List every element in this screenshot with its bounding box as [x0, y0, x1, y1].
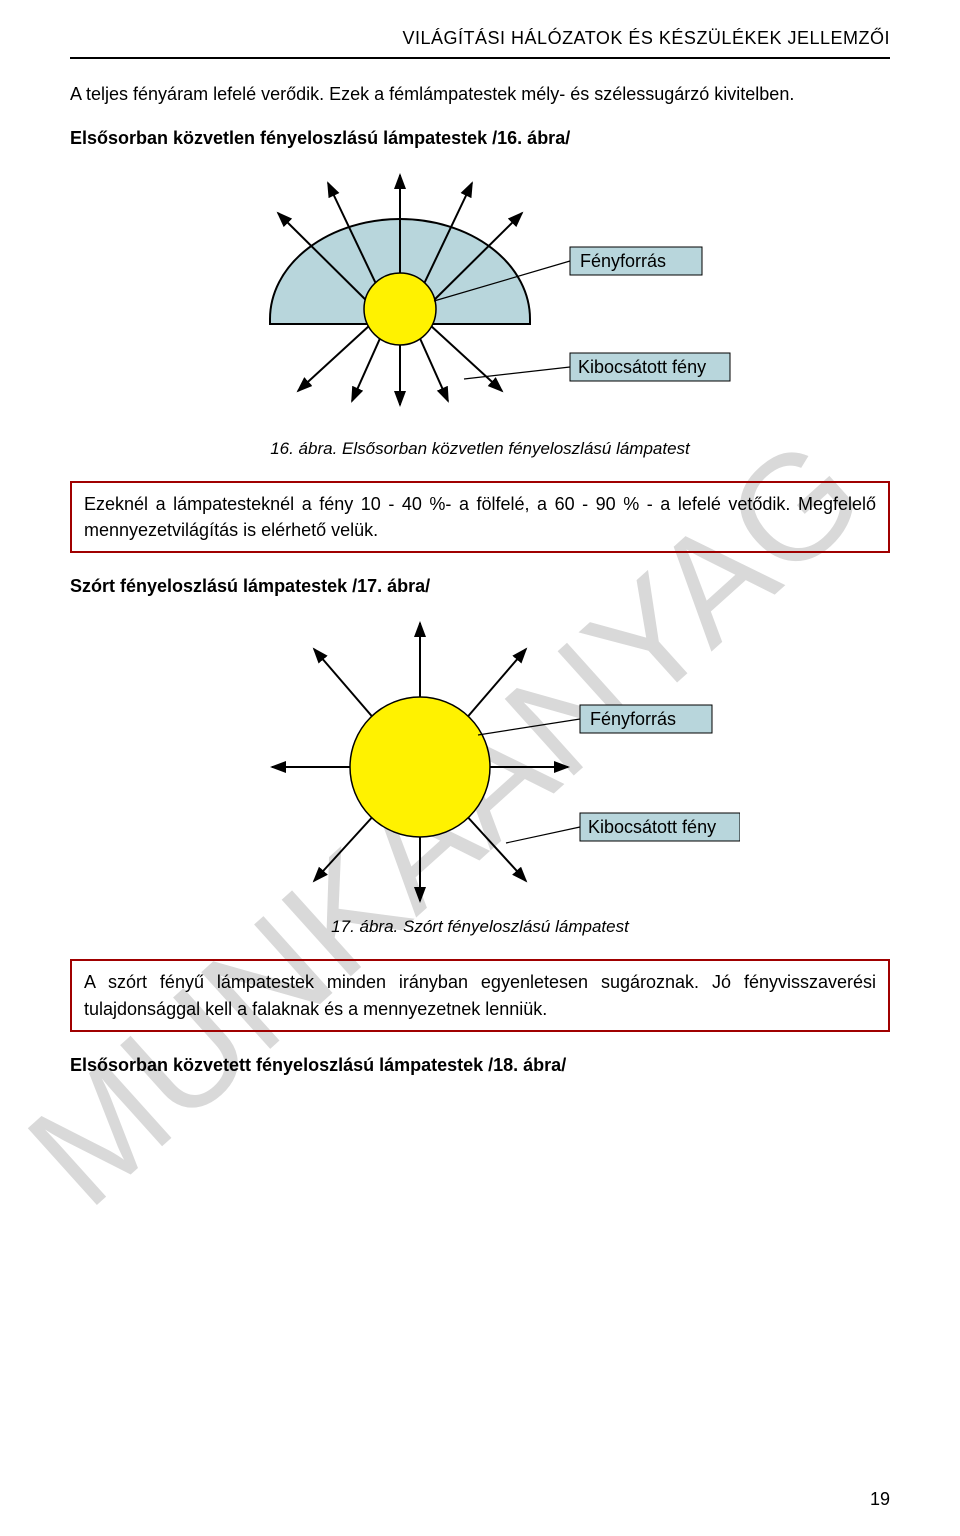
figure-17-svg: Fényforrás Kibocsátott fény — [220, 617, 740, 907]
paragraph-3-heading: Szórt fényeloszlású lámpatestek /17. ábr… — [70, 573, 890, 599]
figure-17: Fényforrás Kibocsátott fény — [70, 617, 890, 907]
label-text-source-17: Fényforrás — [590, 709, 676, 729]
ray-ne — [464, 649, 526, 721]
ray-se — [464, 813, 526, 881]
paragraph-2-heading: Elsősorban közvetlen fényeloszlású lámpa… — [70, 125, 890, 151]
figure-16: Fényforrás Kibocsátott fény — [70, 169, 890, 429]
light-source-circle — [364, 273, 436, 345]
ray-down-right2 — [430, 325, 502, 391]
ray-sw — [314, 813, 376, 881]
label-text-emitted: Kibocsátott fény — [578, 357, 706, 377]
ray-nw — [314, 649, 376, 721]
info-box-1: Ezeknél a lámpatesteknél a fény 10 - 40 … — [70, 481, 890, 553]
figure-17-caption: 17. ábra. Szórt fényeloszlású lámpatest — [70, 917, 890, 937]
leader-emitted — [464, 367, 570, 379]
info-box-2: A szórt fényű lámpatestek minden irányba… — [70, 959, 890, 1031]
page-number: 19 — [870, 1489, 890, 1510]
label-text-source: Fényforrás — [580, 251, 666, 271]
light-source-circle-17 — [350, 697, 490, 837]
leader-emitted-17 — [506, 827, 580, 843]
paragraph-4-heading: Elsősorban közvetett fényeloszlású lámpa… — [70, 1052, 890, 1078]
figure-16-caption: 16. ábra. Elsősorban közvetlen fényelosz… — [70, 439, 890, 459]
page-header-title: VILÁGÍTÁSI HÁLÓZATOK ÉS KÉSZÜLÉKEK JELLE… — [70, 28, 890, 49]
figure-16-svg: Fényforrás Kibocsátott fény — [220, 169, 740, 429]
label-text-emitted-17: Kibocsátott fény — [588, 817, 716, 837]
paragraph-1: A teljes fényáram lefelé verődik. Ezek a… — [70, 81, 890, 107]
leader-source-17 — [478, 719, 580, 735]
ray-down-left2 — [298, 325, 370, 391]
header-rule — [70, 57, 890, 59]
